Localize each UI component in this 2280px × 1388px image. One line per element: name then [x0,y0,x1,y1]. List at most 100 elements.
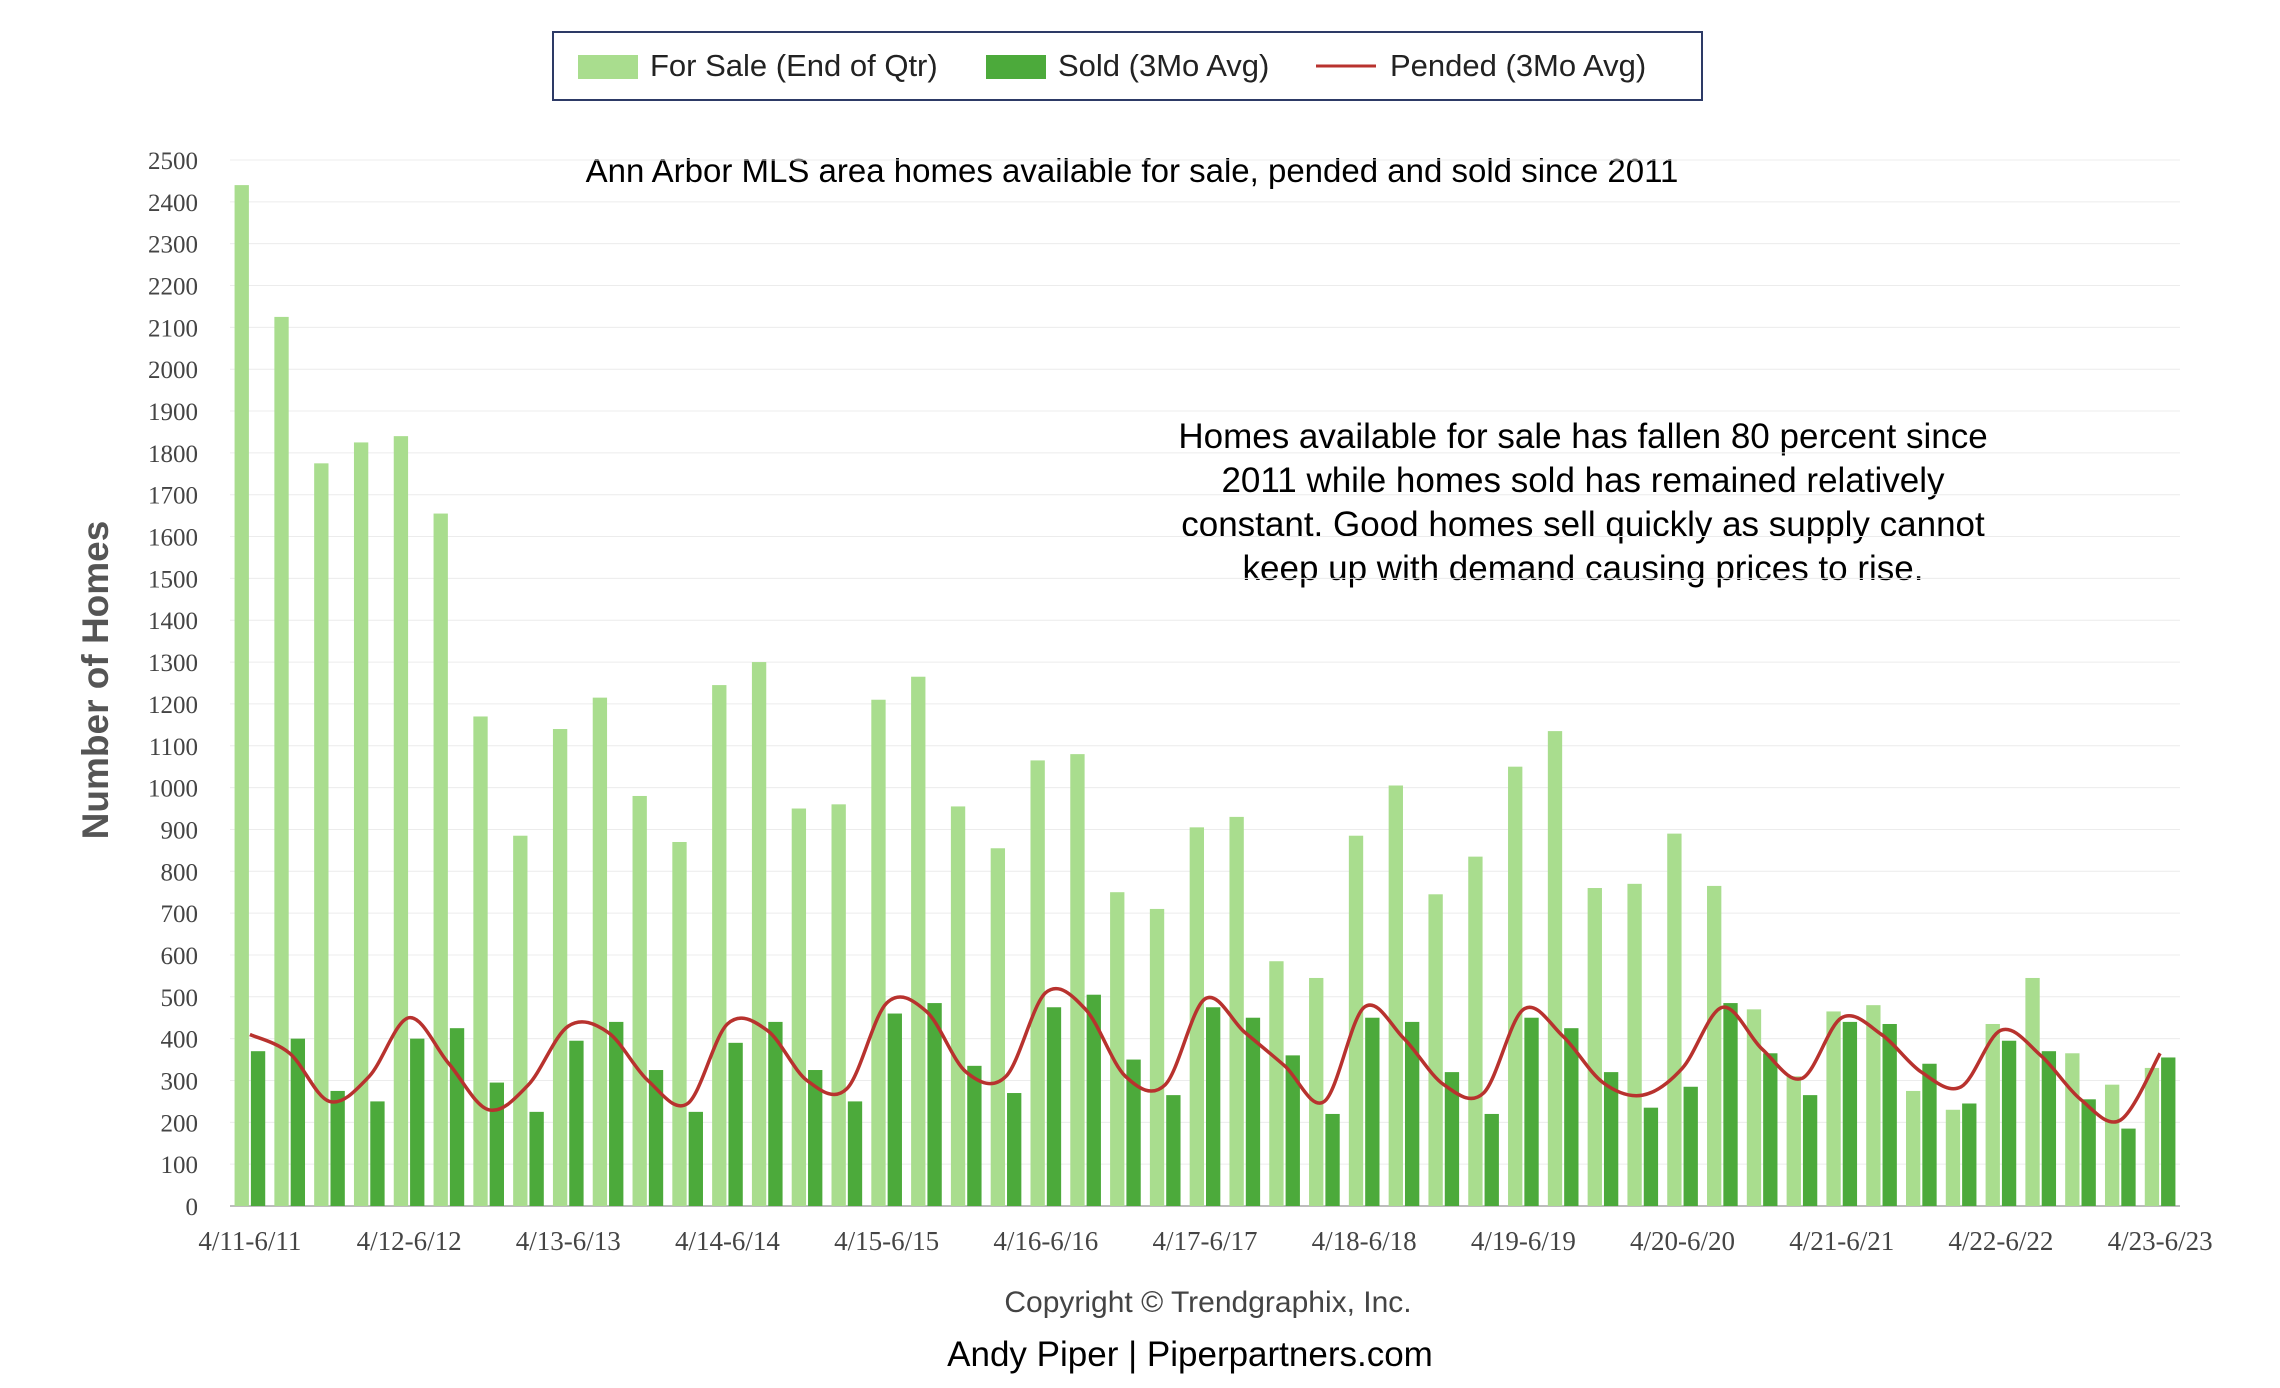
bar-for-sale [1428,894,1443,1206]
bar-sold [1365,1017,1380,1206]
bar-sold [1524,1017,1539,1206]
bar-for-sale [513,835,528,1206]
bar-sold [728,1042,743,1206]
bar-for-sale [1508,766,1523,1206]
x-tick-label: 4/18-6/18 [1312,1226,1417,1256]
bar-sold [529,1111,544,1206]
bar-sold [2161,1057,2176,1206]
bar-sold [1802,1095,1818,1206]
bar-sold [250,1051,266,1206]
bar-for-sale [831,804,846,1206]
y-tick-label: 1900 [148,399,198,426]
bar-for-sale [234,185,249,1206]
bar-for-sale [2025,977,2040,1206]
bar-sold [2001,1040,2017,1206]
x-tick-label: 4/19-6/19 [1471,1226,1576,1256]
y-tick-label: 1100 [149,734,198,761]
bar-for-sale [1030,760,1045,1206]
y-tick-label: 100 [161,1152,199,1179]
x-tick-label: 4/23-6/23 [2108,1226,2213,1256]
x-tick-label: 4/22-6/22 [1948,1226,2053,1256]
bar-sold [967,1065,982,1206]
y-tick-label: 2200 [148,274,198,301]
y-tick-label: 400 [161,1027,199,1054]
bar-sold [1285,1055,1300,1206]
bar-for-sale [1587,888,1602,1206]
bar-for-sale [1547,731,1563,1206]
y-tick-label: 900 [161,817,199,844]
bar-sold [489,1082,504,1206]
bar-sold [887,1013,902,1206]
bar-for-sale [393,436,409,1206]
y-tick-label: 200 [161,1110,199,1137]
bar-sold [1007,1093,1022,1206]
bar-for-sale [990,848,1006,1206]
y-tick-label: 2100 [148,315,198,342]
bar-sold [768,1021,783,1206]
legend: For Sale (End of Qtr) Sold (3Mo Avg) Pen… [552,31,1703,101]
bar-for-sale [1906,1090,1921,1206]
bar-for-sale [473,716,488,1206]
pended-line [249,986,2162,1124]
bar-sold [648,1070,664,1206]
bar-for-sale [552,729,568,1206]
bar-for-sale [2065,1053,2080,1206]
bar-sold [1206,1007,1221,1206]
bar-for-sale [353,442,369,1206]
bar-for-sale [1388,785,1403,1206]
legend-label-for-sale: For Sale (End of Qtr) [650,48,938,83]
bar-sold [2121,1128,2136,1206]
credit-text: Andy Piper | Piperpartners.com [947,1335,1433,1374]
bar-for-sale [1985,1023,2000,1206]
bar-for-sale [1866,1005,1881,1206]
bar-for-sale [1826,1011,1841,1206]
x-tick-label: 4/17-6/17 [1153,1226,1258,1256]
bar-sold [1962,1103,1977,1206]
bar-sold [1166,1095,1181,1206]
bar-sold [1643,1107,1659,1206]
y-tick-label: 700 [161,901,199,928]
y-tick-label: 1800 [148,441,198,468]
bar-for-sale [911,676,926,1206]
bar-sold [847,1101,863,1206]
y-tick-label: 2300 [148,232,198,259]
y-tick-label: 600 [161,943,199,970]
bar-sold [1723,1003,1738,1206]
y-tick-label: 0 [186,1194,199,1221]
y-tick-label: 1200 [148,692,198,719]
bar-for-sale [1707,885,1722,1206]
y-tick-label: 1600 [148,525,198,552]
annotation-line-3: constant. Good homes sell quickly as sup… [1181,505,1985,544]
y-axis-ticks: 0 100 200 300 400 500 600 700 800 900 1000 1100 1200… [148,148,198,1221]
bar-for-sale [1786,1076,1801,1206]
bar-sold [1126,1059,1141,1206]
bar-for-sale [1309,977,1324,1206]
bar-for-sale [751,662,767,1206]
bar-sold [927,1003,942,1206]
bar-for-sale [1667,833,1682,1206]
bar-sold [1404,1021,1420,1206]
y-tick-label: 500 [161,985,199,1012]
x-tick-label: 4/21-6/21 [1789,1226,1894,1256]
bar-sold [1046,1007,1062,1206]
bar-sold [1882,1023,1897,1206]
bar-for-sale [314,463,329,1207]
y-tick-label: 1000 [148,776,198,803]
bar-sold [1763,1053,1778,1206]
bar-for-sale [632,795,647,1206]
bars [234,185,2176,1207]
bar-for-sale [1149,908,1165,1206]
bar-sold [609,1021,624,1206]
bar-for-sale [433,513,448,1206]
bar-for-sale [1269,961,1284,1206]
y-tick-label: 300 [161,1068,199,1095]
bar-sold [1325,1113,1340,1206]
x-tick-label: 4/20-6/20 [1630,1226,1735,1256]
bar-for-sale [1189,827,1204,1206]
bar-for-sale [1945,1109,1961,1206]
x-tick-label: 4/13-6/13 [516,1226,621,1256]
annotation-line-1: Homes available for sale has fallen 80 p… [1178,417,1987,456]
x-tick-label: 4/11-6/11 [198,1226,301,1256]
bar-sold [808,1070,823,1206]
